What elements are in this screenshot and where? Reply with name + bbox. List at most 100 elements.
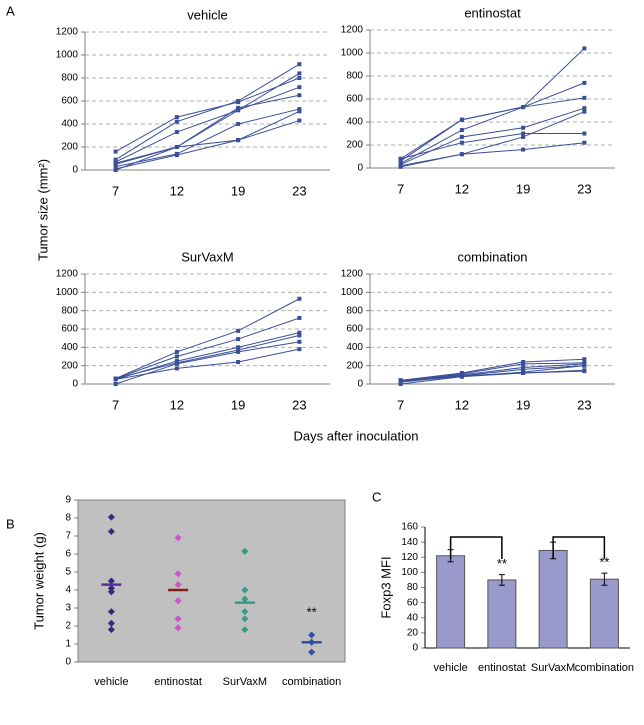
bracket [449,536,503,559]
point [297,118,302,123]
point [107,626,115,634]
point [459,374,464,379]
line [115,77,300,153]
point [174,534,182,542]
y-tick-label: 0 [412,643,418,654]
y-tick-label: 60 [407,597,419,608]
chart-title: combination [457,249,527,264]
point [582,357,587,362]
y-tick-label: 800 [346,71,363,82]
y-tick-label: 1000 [56,287,79,298]
plot-background [77,499,346,663]
point [107,577,115,585]
point [174,354,179,359]
point [174,153,179,158]
y-tick-label: 1000 [341,48,364,59]
point [521,361,526,366]
point [398,379,403,384]
point [113,157,118,162]
y-tick-label: 0 [72,379,78,390]
x-tick-label: 12 [455,181,469,196]
point [174,115,179,120]
x-tick-label: 23 [577,397,591,412]
chart-title: SurVaxM [181,249,234,264]
point [241,586,249,594]
point [297,296,302,301]
y-axis-label: Tumor weight (g) [31,532,46,630]
y-tick-label: 600 [61,324,78,335]
point [459,128,464,133]
y-tick-label: 100 [401,567,418,578]
y-tick-label: 600 [61,96,78,107]
line [400,358,585,381]
point [241,547,249,555]
point [241,595,249,603]
point [236,105,241,110]
point [236,108,241,113]
point [398,382,403,386]
y-tick-label: 0 [357,379,363,390]
y-tick-label: 3 [65,603,71,614]
line [115,63,300,161]
point [174,366,179,371]
chart-title: entinostat [464,5,521,20]
line [115,334,300,379]
point [582,109,587,114]
point [582,46,587,51]
y-tick-label: 400 [346,117,363,128]
line [400,82,585,162]
point [297,93,302,98]
point [174,119,179,124]
y-tick-label: 600 [346,324,363,335]
y-tick-label: 1 [65,639,71,650]
point [582,140,587,145]
point [297,347,302,352]
point [297,333,302,338]
point [521,134,526,139]
point [236,328,241,333]
y-tick-label: 0 [65,657,71,668]
point [236,345,241,350]
point [297,109,302,114]
y-tick-label: 80 [407,582,419,593]
point [297,330,302,335]
point [236,337,241,342]
point [107,527,115,536]
line [115,298,300,379]
y-tick-label: 160 [401,522,418,533]
y-tick-label: 140 [401,537,418,548]
y-axis-label: Foxp3 MFI [378,556,393,618]
point [174,145,179,149]
point [174,570,182,578]
point [174,624,182,632]
x-tick-label: combination [575,662,634,674]
y-tick-label: 1000 [56,50,79,61]
bracket [552,536,606,559]
x-axis-label: Days after inoculation [293,428,418,443]
point [236,360,241,364]
y-tick-label: 20 [407,628,419,639]
point [174,581,182,589]
x-tick-label: 12 [455,397,469,412]
x-tick-label: 19 [231,183,245,198]
point [241,626,249,634]
x-tick-label: 23 [292,397,306,412]
x-tick-label: 7 [397,397,404,412]
y-tick-label: 8 [65,513,71,524]
x-tick-label: 7 [397,181,404,196]
x-tick-label: 7 [112,183,119,198]
y-axis-label: Tumor size (mm²) [35,159,50,261]
point [174,130,179,135]
y-tick-label: 200 [61,360,78,371]
point [113,168,118,172]
point [107,584,115,592]
bar [538,549,568,649]
y-tick-label: 4 [65,585,71,596]
bar [589,578,619,649]
x-tick-label: 19 [516,397,530,412]
x-tick-label: 23 [577,181,591,196]
x-tick-label: 7 [112,397,119,412]
panel-label: B [6,516,15,531]
point [521,105,526,110]
line [115,317,300,379]
